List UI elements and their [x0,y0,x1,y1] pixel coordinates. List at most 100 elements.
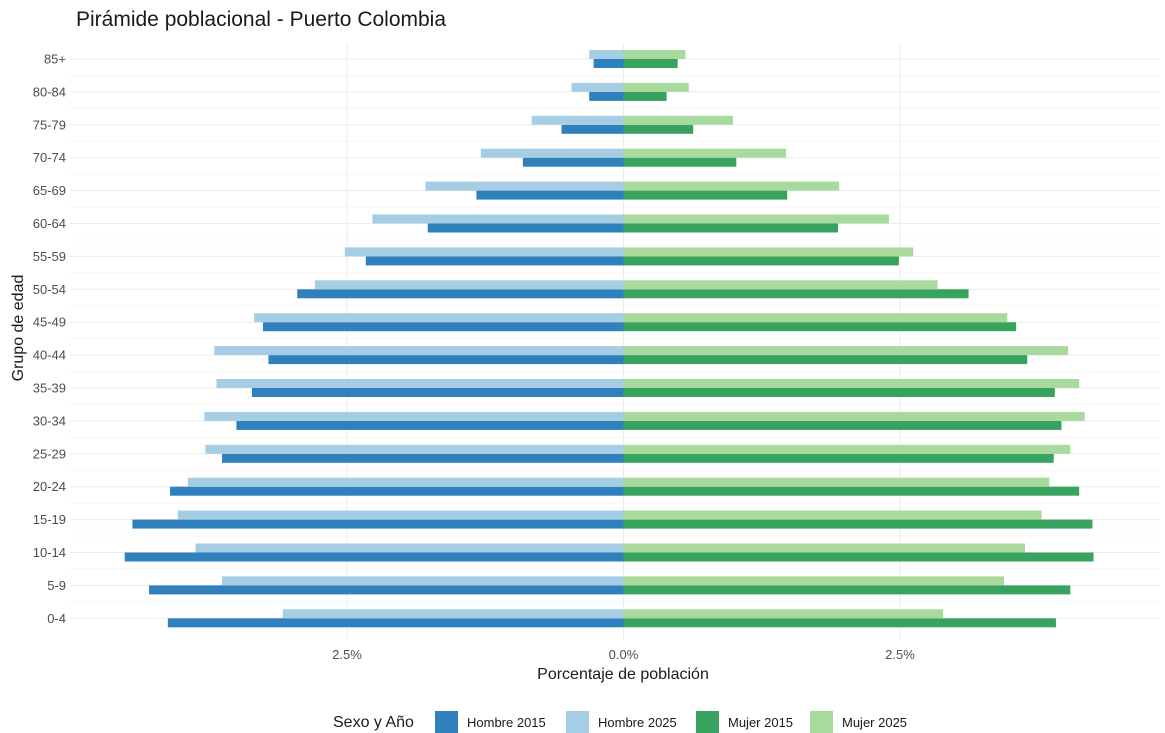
bar-mujer-2015-35-39 [623,388,1055,397]
bar-hombre-2025-40-44 [214,346,624,356]
bar-mujer-2015-75-79 [623,124,694,134]
x-tick-label: 2.5% [885,647,915,662]
bar-hombre-2015-55-59 [365,256,624,266]
legend-swatch [696,711,719,733]
bar-mujer-2015-10-14 [623,552,1094,562]
bar-hombre-2015-35-39 [251,388,624,397]
bar-mujer-2015-50-54 [623,289,969,299]
y-tick-labels: 0-4 5-9 10-14 15-19 20-24 25-29 30-34 35-39 40-4… [33,52,66,626]
bar-hombre-2015-30-34 [236,420,624,430]
bar-mujer-2025-40-44 [623,346,1069,356]
bar-hombre-2015-0-4 [167,618,624,628]
bar-hombre-2015-20-24 [170,486,624,496]
legend-swatch [435,711,458,733]
bar-mujer-2025-20-24 [623,477,1050,487]
x-tick-labels: 2.5% 0.0% 2.5% [332,647,915,662]
legend-label: Hombre 2025 [598,715,677,730]
bar-hombre-2015-40-44 [268,355,624,365]
bar-mujer-2015-70-74 [623,157,737,167]
y-tick-label: 10-14 [33,545,66,560]
bar-mujer-2015-45-49 [623,322,1017,332]
bar-mujer-2025-0-4 [623,609,944,619]
bar-hombre-2025-25-29 [205,444,624,454]
bar-hombre-2025-30-34 [204,411,624,421]
bar-mujer-2015-0-4 [623,618,1056,628]
bar-hombre-2025-5-9 [222,576,624,586]
y-tick-label: 55-59 [33,249,66,264]
bar-mujer-2025-5-9 [623,576,1004,586]
bar-mujer-2025-35-39 [623,379,1080,388]
bar-mujer-2015-65-69 [623,190,788,200]
bar-hombre-2025-50-54 [314,280,624,290]
bars-group [124,50,1094,628]
bar-mujer-2025-50-54 [623,280,938,290]
x-tick-label: 2.5% [332,647,362,662]
bar-mujer-2015-55-59 [623,256,899,266]
bar-hombre-2015-25-29 [222,453,624,463]
bar-hombre-2025-75-79 [531,115,624,125]
bar-hombre-2015-65-69 [476,190,624,200]
legend-swatch [810,711,833,733]
legend-label: Hombre 2015 [467,715,546,730]
bar-mujer-2015-5-9 [623,585,1071,595]
bar-hombre-2025-70-74 [480,148,624,158]
legend-swatch [566,711,589,733]
bar-hombre-2025-15-19 [177,510,624,520]
bar-hombre-2015-10-14 [124,552,624,562]
bar-hombre-2025-0-4 [282,609,624,619]
y-tick-label: 20-24 [33,479,66,494]
legend: Sexo y Año Hombre 2015 Hombre 2025 Mujer 2… [333,711,907,733]
bar-hombre-2015-5-9 [149,585,624,595]
bar-mujer-2015-80-84 [623,91,667,101]
x-tick-label: 0.0% [609,647,639,662]
bar-hombre-2015-85+ [593,59,624,68]
bar-mujer-2015-85+ [623,59,678,68]
y-tick-label: 25-29 [33,446,66,461]
y-tick-label: 50-54 [33,282,66,297]
y-tick-label: 0-4 [47,611,66,626]
bar-hombre-2025-80-84 [571,82,624,92]
y-tick-label: 65-69 [33,183,66,198]
y-tick-label: 15-19 [33,512,66,527]
bar-hombre-2025-20-24 [187,477,624,487]
bar-mujer-2025-30-34 [623,411,1085,421]
y-tick-label: 70-74 [33,150,66,165]
legend-label: Mujer 2025 [842,715,907,730]
y-axis-title: Grupo de edad [10,275,27,382]
legend-label: Mujer 2015 [728,715,793,730]
y-tick-label: 40-44 [33,348,66,363]
bar-mujer-2025-10-14 [623,543,1025,553]
bar-mujer-2025-80-84 [623,82,689,92]
legend-title: Sexo y Año [333,714,414,731]
bar-mujer-2025-55-59 [623,247,914,257]
bar-hombre-2025-85+ [589,50,624,59]
y-tick-label: 60-64 [33,216,66,231]
bar-mujer-2025-65-69 [623,181,840,191]
bar-mujer-2015-15-19 [623,519,1093,529]
bar-mujer-2025-70-74 [623,148,787,158]
y-tick-label: 80-84 [33,84,66,99]
bar-hombre-2025-55-59 [344,247,624,257]
bar-hombre-2015-50-54 [297,289,624,299]
y-tick-label: 5-9 [47,578,66,593]
x-axis-title: Porcentaje de población [537,666,709,683]
bar-hombre-2025-60-64 [372,214,624,224]
bar-hombre-2025-10-14 [195,543,624,553]
bar-mujer-2025-85+ [623,50,686,59]
bar-mujer-2025-60-64 [623,214,889,224]
bar-hombre-2015-60-64 [427,223,624,233]
y-tick-label: 30-34 [33,413,66,428]
bar-mujer-2015-60-64 [623,223,839,233]
chart-title: Pirámide poblacional - Puerto Colombia [76,8,446,31]
bar-mujer-2025-45-49 [623,313,1008,323]
y-tick-label: 75-79 [33,117,66,132]
bar-mujer-2025-15-19 [623,510,1042,520]
bar-hombre-2025-65-69 [425,181,624,191]
bar-hombre-2015-75-79 [561,124,624,134]
bar-hombre-2015-15-19 [132,519,624,529]
bar-hombre-2025-35-39 [216,379,624,388]
bar-hombre-2015-45-49 [262,322,624,332]
y-tick-label: 35-39 [33,381,66,396]
bar-mujer-2025-75-79 [623,115,733,125]
